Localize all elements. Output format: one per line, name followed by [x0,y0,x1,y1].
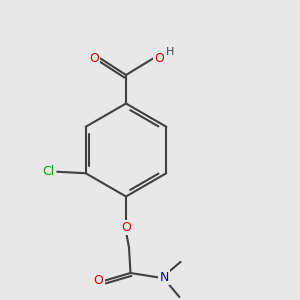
Text: H: H [166,47,174,57]
Text: O: O [89,52,99,65]
Text: O: O [155,52,164,65]
Text: N: N [160,271,169,284]
Text: Cl: Cl [43,165,55,178]
Text: O: O [94,274,103,287]
Text: O: O [121,221,131,234]
